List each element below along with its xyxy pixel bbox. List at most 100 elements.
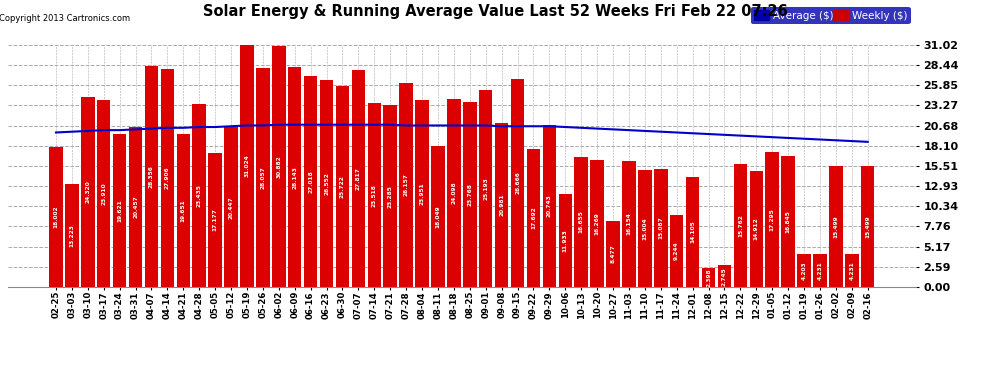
Bar [781,156,795,287]
Bar [65,184,78,287]
Text: 14.105: 14.105 [690,220,695,243]
Bar [511,79,525,287]
Text: 23.910: 23.910 [101,182,106,205]
Bar [399,83,413,287]
Bar [50,147,62,287]
Text: 19.621: 19.621 [117,199,122,222]
Bar [432,146,445,287]
Bar [558,194,572,287]
Bar [686,177,699,287]
Bar [829,166,842,287]
Bar [797,254,811,287]
Text: 2.745: 2.745 [722,267,727,285]
Text: Copyright 2013 Cartronics.com: Copyright 2013 Cartronics.com [0,13,130,22]
Text: 15.499: 15.499 [834,215,839,238]
Text: 27.018: 27.018 [308,170,313,193]
Text: 16.845: 16.845 [786,210,791,232]
Text: 17.177: 17.177 [213,209,218,231]
Bar [463,102,476,287]
Text: 27.817: 27.817 [355,167,361,190]
Bar [192,104,206,287]
Text: 27.906: 27.906 [165,167,170,189]
Text: 23.435: 23.435 [197,184,202,207]
Text: 28.143: 28.143 [292,166,297,189]
Text: 25.722: 25.722 [340,175,345,198]
Text: 16.154: 16.154 [627,213,632,236]
Bar [447,99,460,287]
Text: 28.057: 28.057 [260,166,265,189]
Bar [813,254,827,287]
Text: 16.269: 16.269 [595,212,600,235]
Text: 11.933: 11.933 [562,229,568,252]
Text: 26.552: 26.552 [324,172,329,195]
Text: 23.768: 23.768 [467,183,472,206]
Bar [160,69,174,287]
Bar [241,45,253,287]
Text: 15.004: 15.004 [643,217,647,240]
Legend: Average ($), Weekly ($): Average ($), Weekly ($) [750,7,911,24]
Bar [145,66,158,287]
Text: 23.518: 23.518 [372,184,377,207]
Text: 26.666: 26.666 [515,171,520,194]
Bar [670,215,683,287]
Bar [590,160,604,287]
Bar [336,86,349,287]
Text: 25.193: 25.193 [483,177,488,200]
Bar [718,266,732,287]
Text: 23.285: 23.285 [388,184,393,207]
Bar [527,149,541,287]
Text: 4.231: 4.231 [818,261,823,280]
Bar [845,254,858,287]
Bar [304,76,318,287]
Bar [479,90,492,287]
Bar [176,134,190,287]
Bar [765,152,779,287]
Bar [543,125,556,287]
Bar [495,123,509,287]
Bar [606,221,620,287]
Text: 24.320: 24.320 [85,181,90,203]
Text: 19.651: 19.651 [181,199,186,222]
Bar [351,70,365,287]
Text: 18.002: 18.002 [53,206,58,228]
Text: 8.477: 8.477 [611,244,616,263]
Text: 28.356: 28.356 [148,165,154,188]
Bar [367,104,381,287]
Text: 24.098: 24.098 [451,182,456,204]
Bar [702,268,716,287]
Bar [574,157,588,287]
Text: 31.024: 31.024 [245,154,249,177]
Bar [288,68,302,287]
Bar [383,105,397,287]
Text: 26.157: 26.157 [404,174,409,196]
Bar [654,169,667,287]
Text: 14.912: 14.912 [753,217,758,240]
Bar [622,161,636,287]
Text: 20.743: 20.743 [546,195,551,217]
Text: 17.295: 17.295 [769,208,775,231]
Text: 17.692: 17.692 [531,207,536,229]
Bar [208,153,222,287]
Text: 15.762: 15.762 [738,214,742,237]
Bar [129,128,143,287]
Text: 4.231: 4.231 [849,261,854,280]
Bar [415,100,429,287]
Text: 13.223: 13.223 [69,224,74,247]
Text: Solar Energy & Running Average Value Last 52 Weeks Fri Feb 22 07:26: Solar Energy & Running Average Value Las… [203,4,787,19]
Bar [639,170,651,287]
Bar [320,80,334,287]
Text: 30.882: 30.882 [276,155,281,178]
Text: 16.655: 16.655 [579,210,584,233]
Bar [81,97,95,287]
Text: 15.499: 15.499 [865,215,870,238]
Text: 15.087: 15.087 [658,217,663,239]
Text: 4.203: 4.203 [802,261,807,280]
Text: 20.981: 20.981 [499,194,504,216]
Bar [272,46,285,287]
Bar [225,128,238,287]
Text: 2.398: 2.398 [706,268,711,287]
Bar [256,68,269,287]
Bar [113,134,127,287]
Text: 20.447: 20.447 [229,196,234,219]
Bar [734,164,747,287]
